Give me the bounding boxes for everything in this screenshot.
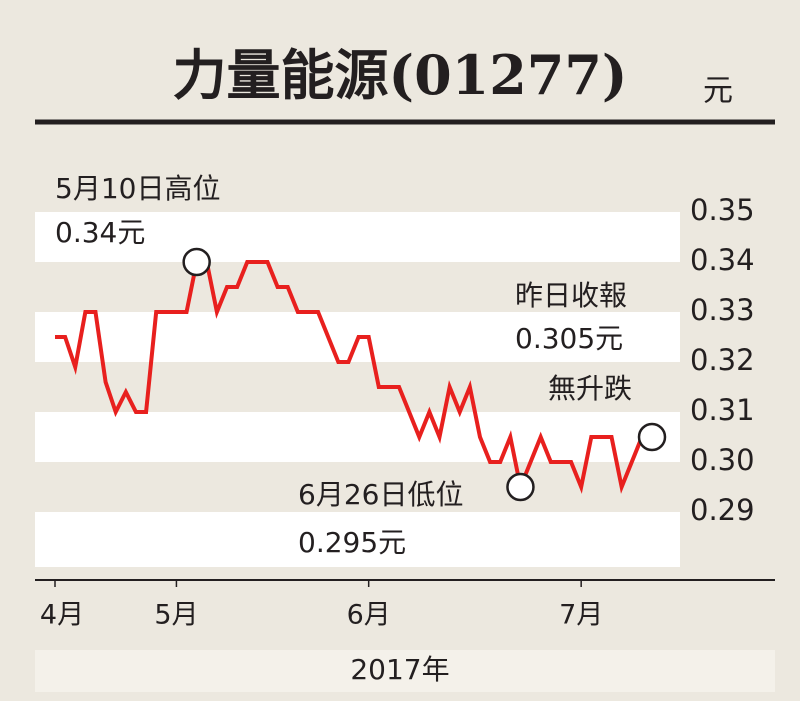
band: [35, 412, 680, 462]
x-tick-label: 6月: [347, 600, 391, 631]
annotation: 5月10日高位: [55, 172, 220, 205]
annotation: 0.34元: [55, 216, 145, 249]
annotation: 昨日收報: [515, 279, 627, 312]
highlight-point: [637, 422, 667, 452]
price-line: [55, 260, 652, 494]
highlight-point: [506, 472, 535, 502]
annotation: 6月26日低位: [298, 478, 463, 511]
y-tick-label: 0.33: [690, 293, 755, 327]
y-tick-label: 0.30: [690, 443, 755, 477]
y-tick-label: 0.31: [690, 393, 755, 427]
band: [35, 212, 680, 262]
annotation: 0.305元: [515, 322, 623, 355]
band: [35, 512, 680, 567]
x-tick-label: 5月: [154, 600, 198, 631]
y-tick-label: 0.35: [690, 193, 755, 227]
y-axis-unit: 元: [703, 74, 733, 109]
x-axis-label: 2017年: [350, 653, 449, 686]
annotation: 無升跌: [548, 372, 632, 405]
highlight-point: [182, 247, 211, 277]
x-tick-label: 7月: [559, 600, 603, 631]
y-tick-label: 0.29: [690, 493, 755, 527]
year-band: [35, 650, 775, 692]
y-tick-label: 0.32: [690, 343, 755, 377]
y-tick-label: 0.34: [690, 243, 755, 277]
chart-title: 力量能源(01277): [173, 43, 628, 107]
x-tick-label: 4月: [40, 600, 84, 631]
annotation: 0.295元: [298, 526, 406, 559]
